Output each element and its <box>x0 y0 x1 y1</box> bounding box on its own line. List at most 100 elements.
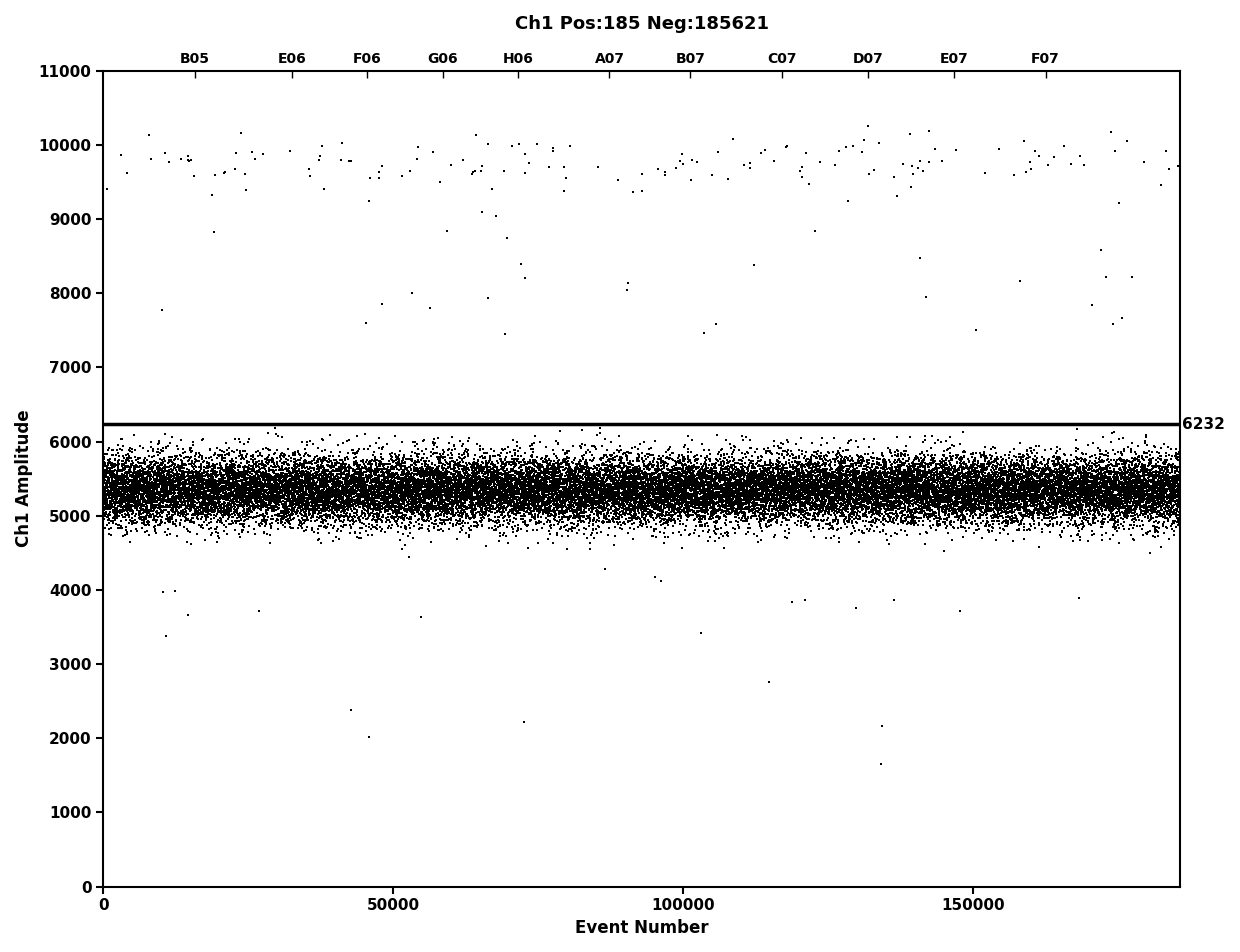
Point <box>929 505 949 520</box>
Point <box>900 478 920 493</box>
Point <box>548 492 568 507</box>
Point <box>812 493 832 508</box>
Point <box>461 485 481 500</box>
Point <box>795 495 815 510</box>
Point <box>651 466 671 481</box>
Point <box>852 466 872 482</box>
Point <box>420 462 440 477</box>
Point <box>828 455 848 470</box>
Point <box>982 483 1002 498</box>
Point <box>329 437 348 452</box>
Point <box>651 477 671 492</box>
Point <box>652 462 672 477</box>
Point <box>697 471 717 486</box>
Point <box>910 464 930 479</box>
Point <box>300 506 320 522</box>
Point <box>1052 477 1071 492</box>
Point <box>924 482 944 497</box>
Point <box>975 445 994 460</box>
Point <box>671 453 691 468</box>
Point <box>435 488 455 504</box>
Point <box>1148 494 1168 509</box>
Point <box>980 479 999 494</box>
Point <box>170 470 190 486</box>
Point <box>138 473 157 488</box>
Point <box>683 486 703 502</box>
Point <box>906 473 926 488</box>
Point <box>662 483 682 498</box>
Point <box>904 487 924 503</box>
Point <box>830 482 849 497</box>
Point <box>1023 511 1043 526</box>
Point <box>175 474 195 489</box>
Point <box>629 479 649 494</box>
Point <box>321 468 341 484</box>
Point <box>232 497 252 512</box>
Point <box>808 484 828 499</box>
Point <box>149 506 169 521</box>
Point <box>760 471 780 486</box>
Point <box>1166 506 1185 521</box>
Point <box>1095 480 1115 495</box>
Point <box>851 474 870 489</box>
Point <box>977 488 997 504</box>
Point <box>453 503 472 518</box>
Point <box>412 511 432 526</box>
Point <box>706 466 725 482</box>
Point <box>952 470 972 486</box>
Point <box>234 495 254 510</box>
Point <box>445 477 465 492</box>
Point <box>430 474 450 489</box>
Point <box>433 462 453 477</box>
Point <box>358 491 378 506</box>
Point <box>588 477 608 492</box>
Point <box>155 477 175 492</box>
Point <box>926 496 946 511</box>
Point <box>678 477 698 492</box>
Point <box>429 463 449 478</box>
Point <box>753 488 773 504</box>
Point <box>441 447 461 463</box>
Point <box>129 469 149 485</box>
Point <box>1042 495 1061 510</box>
Point <box>1097 473 1117 488</box>
Point <box>915 492 935 507</box>
Point <box>656 482 676 497</box>
Point <box>693 509 713 525</box>
Point <box>785 469 805 485</box>
Point <box>957 484 977 499</box>
Point <box>262 515 281 530</box>
Point <box>805 503 825 518</box>
Point <box>294 486 314 502</box>
Point <box>542 461 562 476</box>
Point <box>1047 456 1066 471</box>
Point <box>761 498 781 513</box>
Point <box>670 508 689 524</box>
Point <box>1048 497 1068 512</box>
Point <box>693 477 713 492</box>
Point <box>937 482 957 497</box>
Point <box>754 469 774 485</box>
Point <box>786 485 806 500</box>
Point <box>341 479 361 494</box>
Point <box>807 446 827 461</box>
Point <box>925 467 945 483</box>
Point <box>348 479 368 494</box>
Point <box>172 486 192 502</box>
Point <box>753 449 773 465</box>
Point <box>419 468 439 484</box>
Point <box>929 484 949 499</box>
Point <box>976 488 996 504</box>
Point <box>656 456 676 471</box>
Point <box>207 467 227 483</box>
Point <box>884 470 904 486</box>
Point <box>1100 466 1120 482</box>
Point <box>573 462 593 477</box>
Point <box>857 460 877 475</box>
Point <box>1037 507 1056 523</box>
Point <box>715 481 735 496</box>
Point <box>477 495 497 510</box>
Point <box>847 488 867 504</box>
Point <box>656 475 676 490</box>
Point <box>1058 497 1078 512</box>
